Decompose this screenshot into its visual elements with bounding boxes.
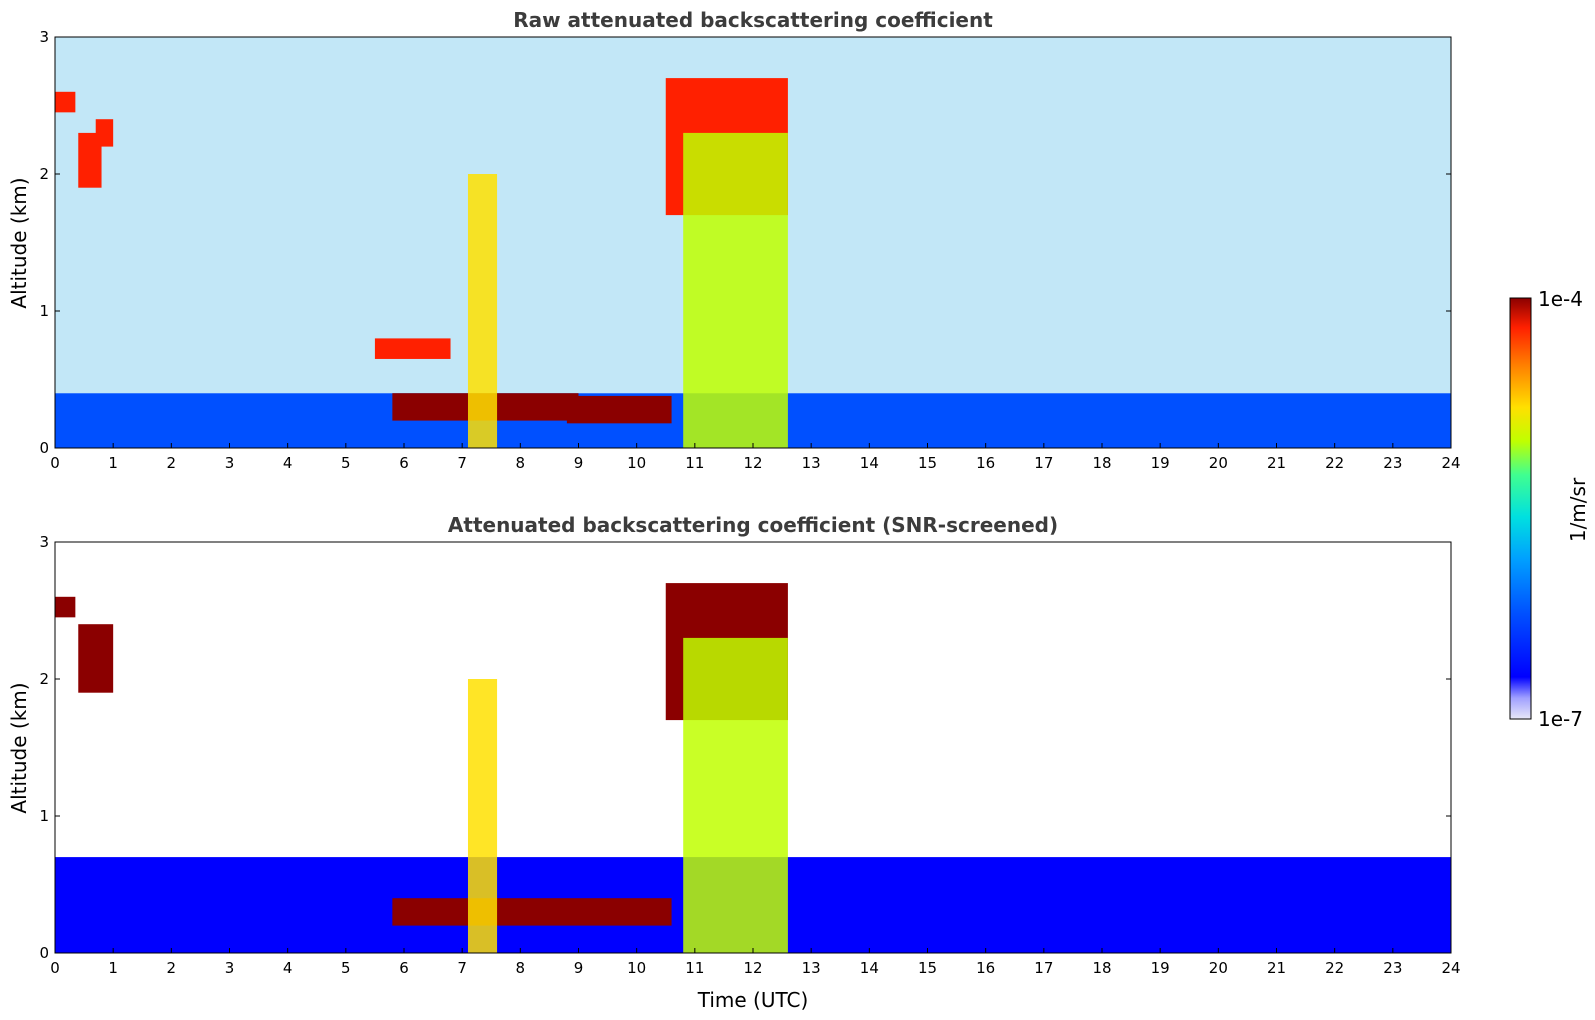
bottom-x-tick-label: 10	[627, 959, 646, 977]
bottom-x-tick-label: 0	[50, 959, 60, 977]
bottom-x-tick-label: 15	[918, 959, 937, 977]
bottom-panel: Attenuated backscattering coefficient (S…	[7, 513, 1461, 1012]
bottom-y-axis: 0 1 2 3	[39, 533, 1451, 962]
bottom-title: Attenuated backscattering coefficient (S…	[448, 513, 1058, 537]
top-x-tick-label: 8	[516, 454, 526, 472]
bottom-heatmap	[55, 542, 1451, 953]
top-x-tick-label: 12	[743, 454, 762, 472]
colorbar-min-label: 1e-7	[1538, 707, 1583, 731]
bottom-x-tick-label: 9	[574, 959, 584, 977]
top-x-tick-label: 6	[399, 454, 409, 472]
bottom-x-tick-label: 7	[457, 959, 467, 977]
bottom-y-tick-label: 2	[39, 670, 49, 688]
top-x-tick-label: 24	[1441, 454, 1460, 472]
top-x-tick-label: 17	[1034, 454, 1053, 472]
bottom-x-tick-label: 3	[225, 959, 235, 977]
bottom-x-tick-label: 14	[860, 959, 879, 977]
bottom-cloud-1	[55, 596, 76, 618]
bottom-x-tick-label: 4	[283, 959, 293, 977]
top-x-tick-label: 1	[108, 454, 118, 472]
bottom-x-tick-label: 8	[516, 959, 526, 977]
top-cloud-7	[566, 395, 672, 424]
bottom-x-tick-label: 6	[399, 959, 409, 977]
bottom-x-label: Time (UTC)	[697, 988, 809, 1012]
bottom-x-tick-label: 11	[685, 959, 704, 977]
top-x-tick-label: 14	[860, 454, 879, 472]
top-x-tick-label: 19	[1151, 454, 1170, 472]
top-x-tick-label: 7	[457, 454, 467, 472]
colorbar-max-label: 1e-4	[1538, 287, 1583, 311]
top-x-tick-label: 10	[627, 454, 646, 472]
top-y-tick-label: 2	[39, 165, 49, 183]
bottom-x-tick-label: 24	[1441, 959, 1460, 977]
bottom-x-tick-label: 22	[1325, 959, 1344, 977]
bottom-x-tick-label: 18	[1092, 959, 1111, 977]
top-x-tick-label: 18	[1092, 454, 1111, 472]
bottom-precip-column-6	[683, 637, 788, 953]
top-x-tick-label: 11	[685, 454, 704, 472]
top-x-tick-label: 16	[976, 454, 995, 472]
top-precip-column-10	[683, 132, 788, 448]
top-x-tick-label: 21	[1267, 454, 1286, 472]
colorbar: 1e-4 1e-7 1/m/sr	[1509, 287, 1590, 731]
top-x-axis: 0 1 2 3 4 5 6 7 8 9 10 11 12 13 14 15 16 17 18 19 20 21 22 23 24	[50, 443, 1461, 472]
top-precip-column-9	[467, 174, 498, 448]
top-cloud-4	[95, 119, 114, 147]
bottom-x-tick-label: 12	[743, 959, 762, 977]
bottom-x-tick-label: 13	[802, 959, 821, 977]
top-y-label: Altitude (km)	[7, 177, 31, 308]
bottom-x-tick-label: 23	[1383, 959, 1402, 977]
bottom-cloud-3	[392, 898, 672, 926]
bottom-x-tick-label: 5	[341, 959, 351, 977]
colorbar-gradient	[1509, 297, 1532, 720]
bottom-x-tick-label: 2	[167, 959, 177, 977]
top-x-tick-label: 23	[1383, 454, 1402, 472]
top-y-tick-label: 0	[39, 439, 49, 457]
top-x-tick-label: 0	[50, 454, 60, 472]
top-title: Raw attenuated backscattering coefficien…	[513, 8, 993, 32]
top-x-tick-label: 22	[1325, 454, 1344, 472]
top-x-tick-label: 3	[225, 454, 235, 472]
bottom-cloud-2	[78, 624, 114, 693]
top-x-tick-label: 20	[1209, 454, 1228, 472]
top-x-tick-label: 9	[574, 454, 584, 472]
top-x-tick-label: 13	[802, 454, 821, 472]
bottom-x-tick-label: 16	[976, 959, 995, 977]
bottom-x-tick-label: 20	[1209, 959, 1228, 977]
colorbar-unit-label: 1/m/sr	[1566, 477, 1590, 542]
top-y-tick-label: 3	[39, 28, 49, 46]
top-panel: Raw attenuated backscattering coefficien…	[7, 8, 1461, 472]
top-y-tick-label: 1	[39, 302, 49, 320]
top-cloud-5	[374, 338, 451, 359]
top-x-tick-label: 4	[283, 454, 293, 472]
bottom-y-tick-label: 3	[39, 533, 49, 551]
bottom-precip-column-5	[467, 679, 498, 953]
bottom-x-axis: 0 1 2 3 4 5 6 7 8 9 10 11 12 13 14 15 16 17 18 19 20 21 22 23 24	[50, 948, 1461, 977]
top-x-tick-label: 15	[918, 454, 937, 472]
bottom-y-tick-label: 0	[39, 944, 49, 962]
top-cloud-2	[55, 91, 76, 113]
bottom-x-tick-label: 21	[1267, 959, 1286, 977]
bottom-x-tick-label: 1	[108, 959, 118, 977]
top-x-tick-label: 2	[167, 454, 177, 472]
top-x-tick-label: 5	[341, 454, 351, 472]
top-heatmap	[55, 37, 1451, 448]
top-y-axis: 0 1 2 3	[39, 28, 1451, 457]
bottom-y-tick-label: 1	[39, 807, 49, 825]
bottom-y-label: Altitude (km)	[7, 682, 31, 813]
bottom-x-tick-label: 17	[1034, 959, 1053, 977]
bottom-x-tick-label: 19	[1151, 959, 1170, 977]
